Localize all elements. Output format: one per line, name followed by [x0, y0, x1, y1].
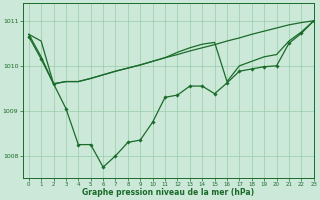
X-axis label: Graphe pression niveau de la mer (hPa): Graphe pression niveau de la mer (hPa) — [82, 188, 254, 197]
